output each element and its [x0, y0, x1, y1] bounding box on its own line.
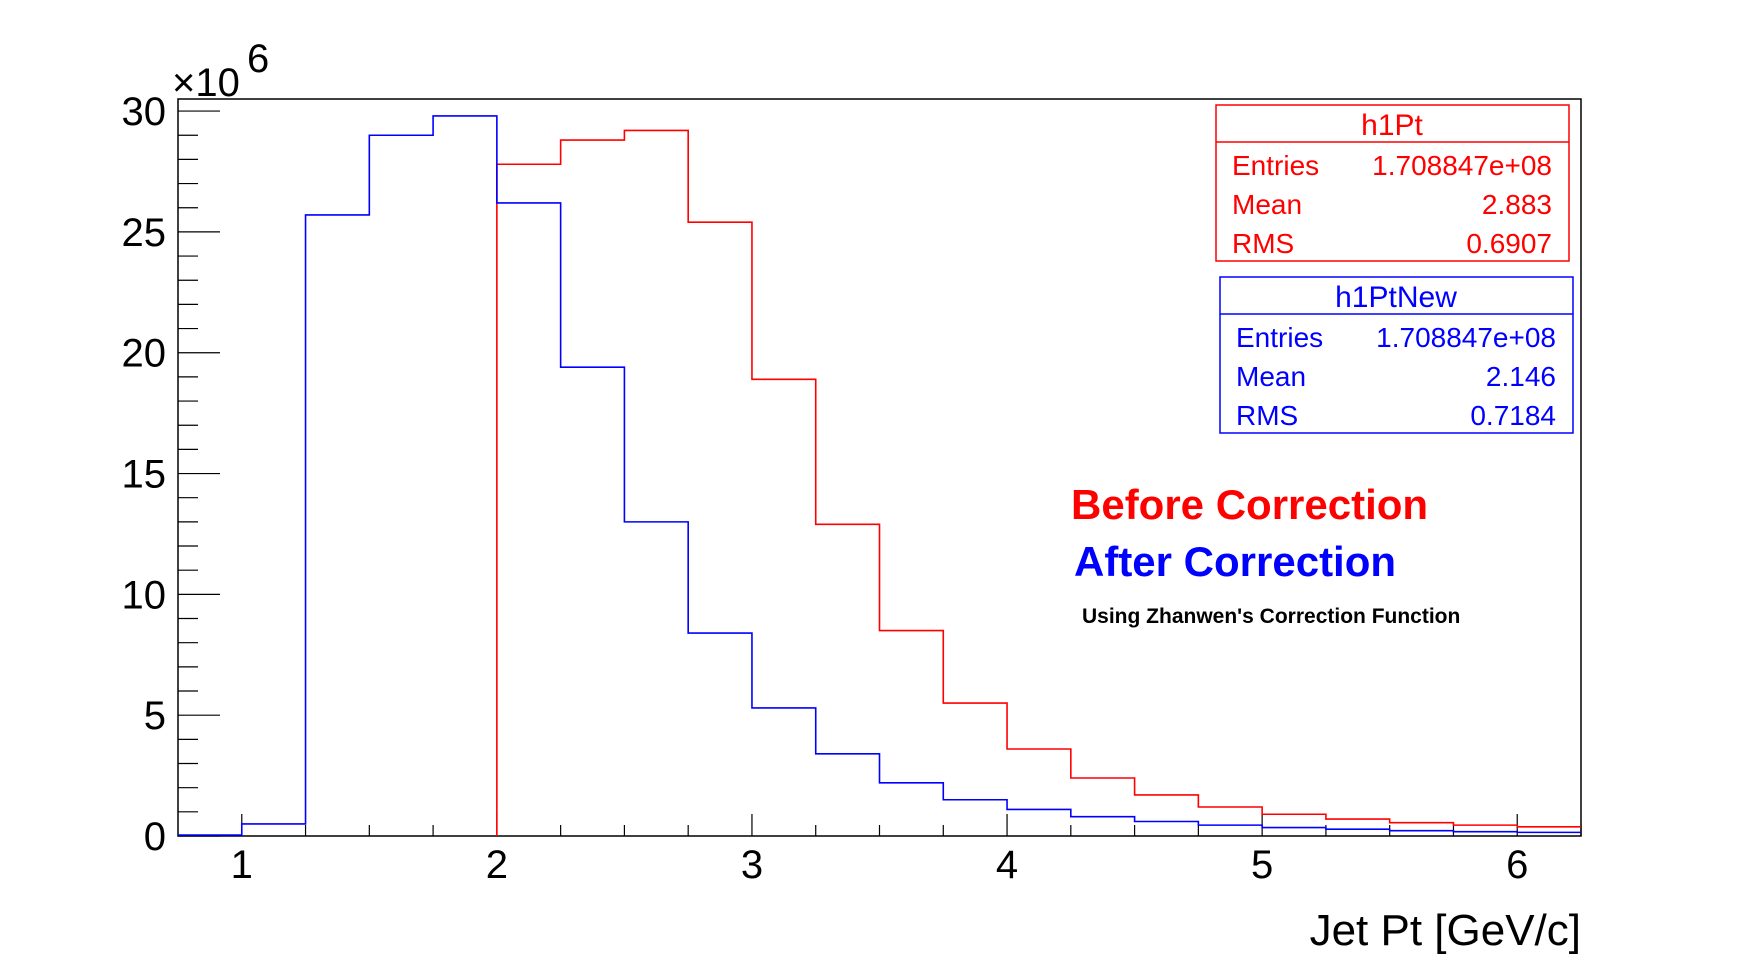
y-tick-label: 5: [144, 694, 166, 738]
stats-mean-label: Mean: [1236, 361, 1306, 392]
y-multiplier: ×10: [172, 61, 240, 105]
legend-after-correction: After Correction: [1074, 538, 1396, 585]
stats-entries-label: Entries: [1236, 322, 1323, 353]
stats-entries-label: Entries: [1232, 150, 1319, 181]
series-layer: [178, 115, 1581, 836]
stats-rms-value: 0.6907: [1466, 228, 1552, 259]
stats-box-h1pt-title: h1Pt: [1361, 109, 1423, 142]
x-tick-label: 5: [1251, 843, 1273, 887]
x-tick-label: 3: [741, 843, 763, 887]
legend-before-correction: Before Correction: [1071, 481, 1428, 528]
x-tick-label: 4: [996, 843, 1018, 887]
stats-mean-value: 2.146: [1486, 361, 1556, 392]
stats-box-h1ptnew: h1PtNew Entries 1.708847e+08 Mean 2.146 …: [1219, 276, 1574, 434]
stats-rms-label: RMS: [1236, 400, 1298, 431]
series-h1pt-line: [496, 129, 1581, 836]
stats-box-h1ptnew-frame: [1219, 276, 1574, 434]
y-tick-label: 15: [122, 453, 167, 497]
correction-note: Using Zhanwen's Correction Function: [1082, 605, 1460, 628]
y-multiplier-exponent: 6: [247, 37, 269, 81]
stats-entries-value: 1.708847e+08: [1376, 322, 1556, 353]
y-tick-label: 0: [144, 815, 166, 859]
stats-box-h1ptnew-title: h1PtNew: [1335, 281, 1457, 314]
y-axis-ticks: 0 5 10 15 20 25 30: [122, 90, 220, 859]
stats-rms-value: 0.7184: [1470, 400, 1556, 431]
x-tick-label: 2: [486, 843, 508, 887]
stats-mean-value: 2.883: [1482, 189, 1552, 220]
stats-mean-label: Mean: [1232, 189, 1302, 220]
stats-rms-label: RMS: [1232, 228, 1294, 259]
x-tick-label: 1: [231, 843, 253, 887]
x-axis-title: Jet Pt [GeV/c]: [1310, 906, 1581, 955]
y-tick-label: 30: [122, 90, 167, 134]
stats-entries-value: 1.708847e+08: [1372, 150, 1552, 181]
y-tick-label: 20: [122, 332, 167, 376]
series-h1ptnew-line: [240, 115, 1581, 836]
stats-box-h1pt-frame: [1215, 104, 1570, 262]
y-tick-label: 25: [122, 211, 167, 255]
x-axis-ticks: 1 2 3 4 5 6: [231, 814, 1582, 887]
x-tick-label: 6: [1506, 843, 1528, 887]
stats-box-h1pt: h1Pt Entries 1.708847e+08 Mean 2.883 RMS…: [1215, 104, 1570, 262]
y-tick-label: 10: [122, 573, 167, 617]
